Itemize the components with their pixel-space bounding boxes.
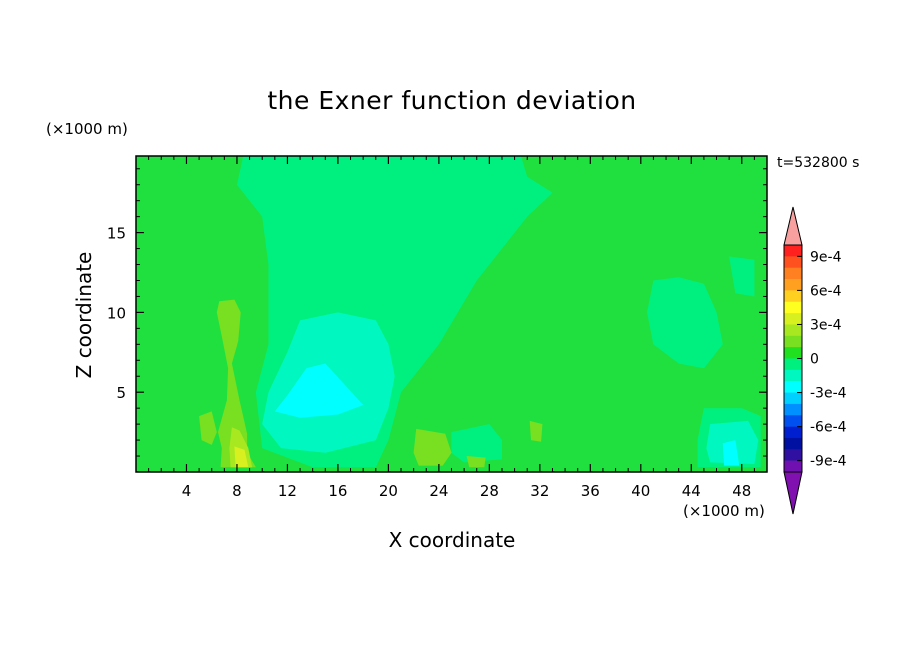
colorbar-tick-label: -6e-4 bbox=[810, 420, 847, 436]
contour-region bbox=[413, 428, 452, 466]
colorbar-tick-label: -9e-4 bbox=[810, 454, 847, 470]
contour-region bbox=[274, 363, 364, 418]
colorbar-segment bbox=[784, 256, 802, 268]
colorbar-segment bbox=[784, 403, 802, 416]
x-tick-label: 4 bbox=[182, 482, 192, 500]
colorbar-segment bbox=[784, 449, 802, 461]
contour-region bbox=[451, 424, 502, 463]
x-tick-label: 28 bbox=[480, 482, 499, 500]
colorbar: 9e-4 6e-4 3e-4 0 -3e-4 -6e-4 -9e-4 bbox=[783, 206, 847, 515]
x-tick-label: 32 bbox=[530, 482, 549, 500]
contour-region bbox=[234, 446, 249, 468]
colorbar-segment bbox=[784, 324, 802, 337]
x-axis-ticks: 4 8 12 16 20 24 28 32 36 40 44 48 bbox=[148, 156, 755, 500]
contour-region bbox=[729, 256, 755, 297]
contour-region bbox=[647, 277, 723, 369]
contour-region bbox=[722, 440, 740, 466]
y-axis-unit: (×1000 m) bbox=[46, 120, 128, 138]
x-tick-label: 48 bbox=[732, 482, 751, 500]
x-axis-label: X coordinate bbox=[0, 528, 904, 552]
x-tick-label: 8 bbox=[232, 482, 242, 500]
colorbar-segment bbox=[784, 347, 802, 359]
x-tick-label: 44 bbox=[682, 482, 701, 500]
y-axis-ticks: 5 10 15 bbox=[107, 168, 767, 457]
colorbar-segment bbox=[784, 381, 802, 393]
x-tick-label: 20 bbox=[379, 482, 398, 500]
colorbar-segment bbox=[784, 437, 802, 450]
x-axis-label-text: X coordinate bbox=[388, 528, 516, 552]
colorbar-segment bbox=[784, 415, 802, 427]
colorbar-segment bbox=[784, 460, 802, 473]
x-tick-label: 40 bbox=[631, 482, 650, 500]
contour-region bbox=[216, 299, 256, 468]
colorbar-segment bbox=[784, 245, 802, 257]
y-tick-label: 15 bbox=[107, 225, 126, 243]
colorbar-segment bbox=[784, 301, 802, 314]
colorbar-segment bbox=[784, 313, 802, 325]
contour-region bbox=[529, 420, 543, 442]
y-axis-label: Z coordinate bbox=[72, 251, 96, 379]
x-tick-label: 12 bbox=[278, 482, 297, 500]
colorbar-segment bbox=[784, 392, 802, 405]
y-tick-label: 10 bbox=[107, 304, 126, 322]
time-label: t=532800 s bbox=[777, 155, 860, 171]
contour-regions bbox=[199, 156, 761, 468]
colorbar-segment bbox=[784, 335, 802, 348]
colorbar-tick-label: 6e-4 bbox=[810, 283, 842, 299]
colorbar-segment bbox=[784, 290, 802, 303]
colorbar-tick-label: 0 bbox=[810, 352, 819, 368]
chart-title: the Exner function deviation bbox=[267, 86, 637, 115]
colorbar-tick-label: -3e-4 bbox=[810, 386, 847, 402]
x-tick-label: 16 bbox=[328, 482, 347, 500]
colorbar-tick-label: 9e-4 bbox=[810, 249, 842, 265]
x-tick-label: 24 bbox=[429, 482, 448, 500]
x-axis-unit: (×1000 m) bbox=[683, 502, 765, 520]
colorbar-over-triangle bbox=[783, 206, 803, 246]
colorbar-under-triangle bbox=[783, 471, 803, 515]
colorbar-segment bbox=[784, 267, 802, 280]
colorbar-segment bbox=[784, 369, 802, 382]
y-tick-label: 5 bbox=[116, 384, 126, 402]
contour-region bbox=[466, 456, 486, 468]
contour-region bbox=[199, 411, 217, 445]
colorbar-segment bbox=[784, 358, 802, 371]
colorbar-segment bbox=[784, 426, 802, 439]
colorbar-tick-label: 3e-4 bbox=[810, 317, 842, 333]
x-tick-label: 36 bbox=[581, 482, 600, 500]
colorbar-segment bbox=[784, 279, 802, 291]
